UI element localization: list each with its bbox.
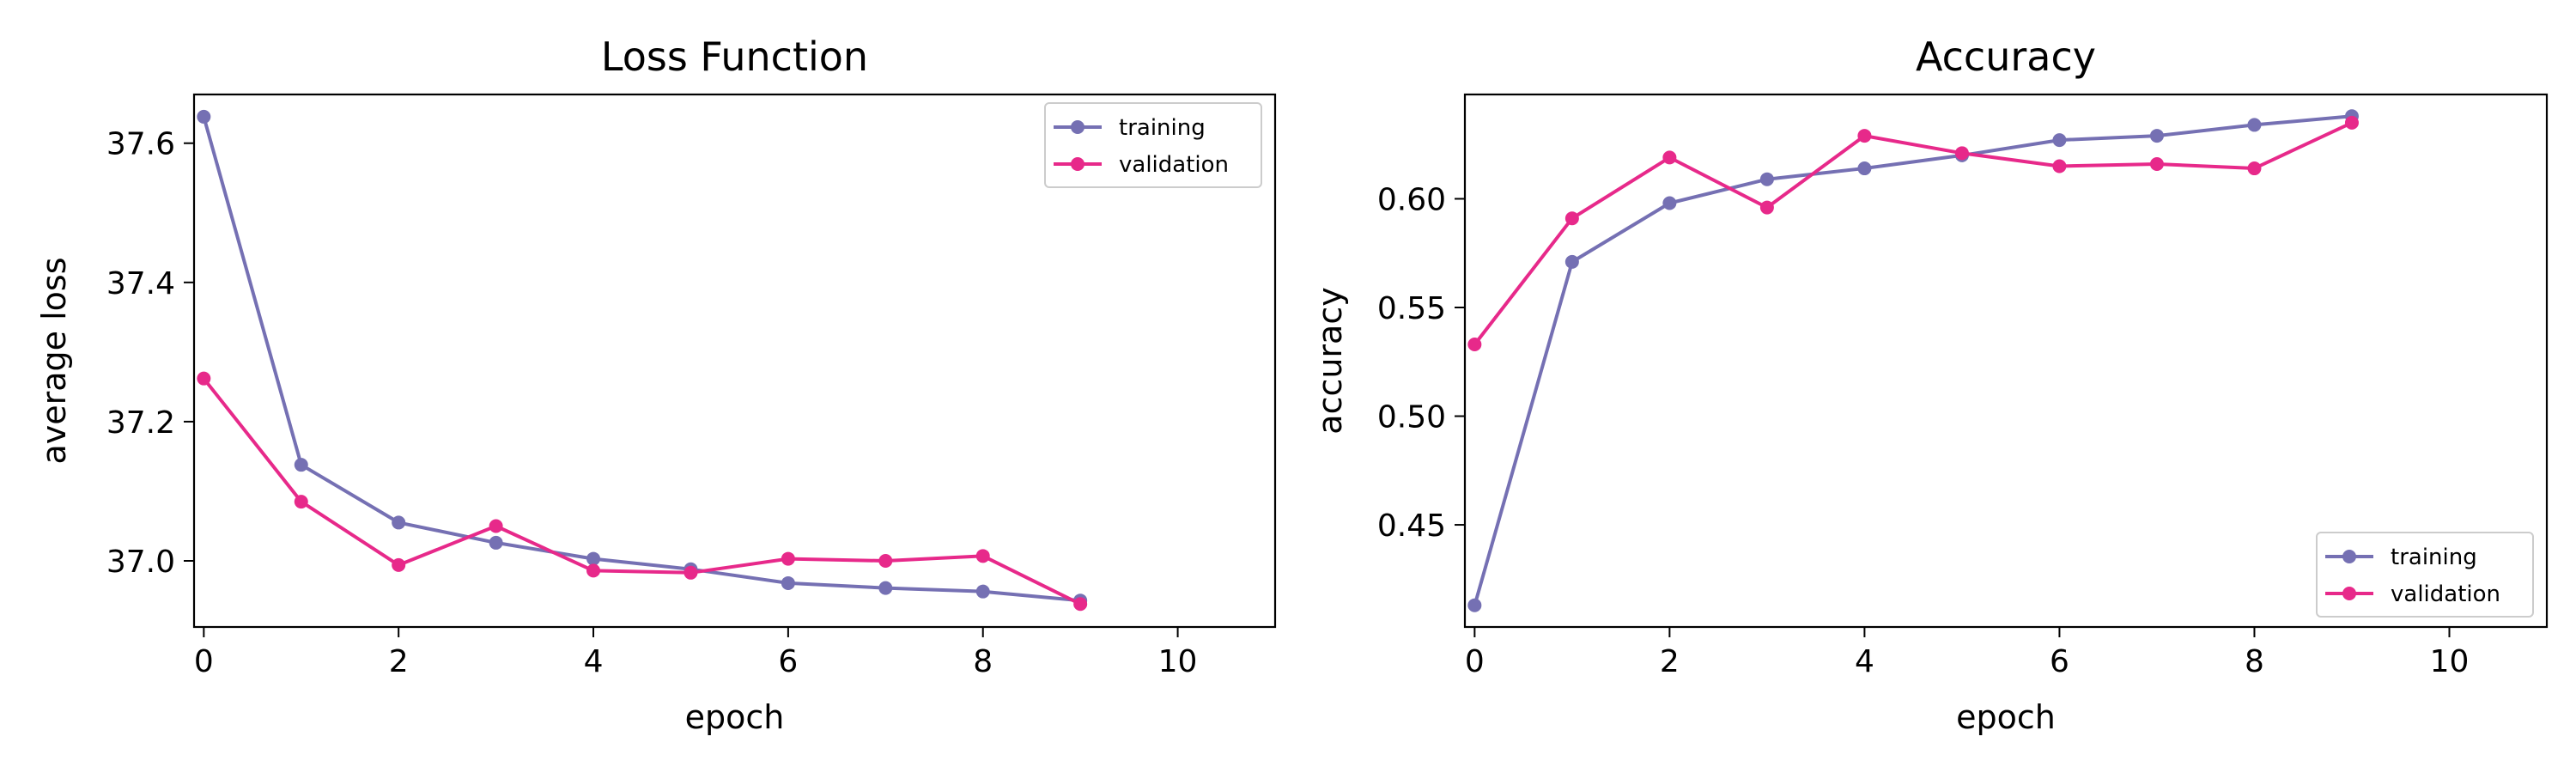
loss-validation-line bbox=[202, 377, 1082, 606]
loss-legend-validation-label: validation bbox=[1119, 152, 1229, 178]
accuracy-validation-point bbox=[1759, 200, 1774, 215]
loss-x-tick-label: 8 bbox=[973, 644, 993, 679]
loss-training-point bbox=[975, 584, 990, 599]
accuracy-training-point bbox=[1467, 598, 1482, 612]
accuracy-validation-line bbox=[1473, 121, 2353, 346]
loss-legend-box bbox=[1044, 102, 1262, 188]
accuracy-validation-point bbox=[2344, 115, 2359, 130]
accuracy-training-point bbox=[1564, 254, 1579, 269]
accuracy-legend-box bbox=[2316, 532, 2534, 618]
loss-x-tick-label: 4 bbox=[584, 644, 604, 679]
accuracy-x-tick-label: 4 bbox=[1855, 644, 1874, 679]
accuracy-plot-frame bbox=[1463, 93, 2549, 629]
accuracy-x-tick-label: 6 bbox=[2050, 644, 2069, 679]
accuracy-training-point bbox=[1662, 196, 1677, 210]
loss-y-tick-label: 37.4 bbox=[106, 266, 175, 301]
loss-chart: Loss Function 0 2 4 6 8 10 37.0 37.2 37.4 37.6 ep… bbox=[35, 33, 1277, 736]
loss-y-tick-label: 37.6 bbox=[106, 127, 175, 162]
loss-validation-point bbox=[294, 495, 308, 509]
loss-ticks: 0 2 4 6 8 10 37.0 37.2 37.4 37.6 bbox=[106, 127, 1198, 679]
accuracy-training-point bbox=[2149, 129, 2164, 143]
accuracy-x-tick-label: 8 bbox=[2245, 644, 2264, 679]
loss-series bbox=[197, 109, 1088, 612]
loss-validation-point bbox=[975, 549, 990, 563]
accuracy-y-tick-label: 0.60 bbox=[1377, 182, 1446, 217]
accuracy-chart: Accuracy 0 2 4 6 8 10 0.45 0.50 0.55 0.60 epoch a… bbox=[1311, 33, 2549, 736]
accuracy-y-tick-label: 0.55 bbox=[1377, 291, 1446, 326]
loss-training-point bbox=[781, 575, 795, 590]
loss-plot-frame bbox=[192, 93, 1277, 629]
loss-x-tick-label: 0 bbox=[194, 644, 214, 679]
loss-y-tick-label: 37.0 bbox=[106, 545, 175, 580]
loss-validation-point bbox=[683, 565, 698, 580]
accuracy-training-point bbox=[2247, 118, 2262, 132]
loss-training-point bbox=[586, 551, 601, 566]
loss-validation-point bbox=[586, 563, 601, 578]
accuracy-training-point bbox=[2052, 133, 2067, 148]
loss-legend: training validation bbox=[1044, 102, 1262, 188]
accuracy-x-tick-label: 2 bbox=[1660, 644, 1680, 679]
accuracy-legend-validation-label: validation bbox=[2391, 581, 2500, 607]
accuracy-x-tick-label: 10 bbox=[2430, 644, 2470, 679]
accuracy-y-tick-label: 0.50 bbox=[1377, 400, 1446, 435]
accuracy-chart-title: Accuracy bbox=[1916, 33, 2096, 80]
accuracy-validation-point bbox=[1564, 211, 1579, 226]
accuracy-y-tick-label: 0.45 bbox=[1377, 508, 1446, 544]
loss-training-point bbox=[392, 515, 406, 530]
loss-training-point bbox=[197, 109, 211, 124]
accuracy-legend: training validation bbox=[2316, 532, 2534, 618]
accuracy-x-axis-label: epoch bbox=[1956, 698, 2056, 736]
loss-validation-point bbox=[1073, 597, 1088, 612]
accuracy-training-point bbox=[1857, 161, 1872, 176]
loss-legend-training-label: training bbox=[1119, 115, 1206, 141]
accuracy-x-tick-label: 0 bbox=[1465, 644, 1485, 679]
loss-validation-point bbox=[197, 371, 211, 386]
accuracy-training-point bbox=[1759, 172, 1774, 186]
loss-validation-point bbox=[489, 519, 503, 533]
accuracy-legend-training-label: training bbox=[2391, 545, 2477, 570]
loss-training-point bbox=[294, 458, 308, 472]
loss-training-line bbox=[202, 116, 1081, 603]
accuracy-validation-point bbox=[1467, 338, 1482, 352]
accuracy-training-line bbox=[1473, 114, 2353, 606]
accuracy-ticks: 0 2 4 6 8 10 0.45 0.50 0.55 0.60 bbox=[1377, 182, 2470, 679]
loss-training-point bbox=[878, 581, 893, 595]
loss-x-axis-label: epoch bbox=[685, 698, 785, 736]
loss-y-tick-label: 37.2 bbox=[106, 405, 175, 441]
loss-legend-validation-marker bbox=[1071, 157, 1084, 171]
accuracy-y-axis-label: accuracy bbox=[1311, 287, 1349, 434]
accuracy-validation-point bbox=[1954, 146, 1969, 161]
accuracy-validation-point bbox=[2247, 161, 2262, 176]
accuracy-validation-point bbox=[2149, 156, 2164, 171]
loss-chart-title: Loss Function bbox=[601, 33, 868, 80]
accuracy-series bbox=[1467, 109, 2359, 612]
loss-x-tick-label: 2 bbox=[389, 644, 409, 679]
loss-x-tick-label: 6 bbox=[778, 644, 798, 679]
accuracy-validation-point bbox=[1662, 150, 1677, 165]
loss-validation-point bbox=[878, 554, 893, 569]
accuracy-validation-point bbox=[2052, 159, 2067, 173]
loss-validation-point bbox=[392, 557, 406, 572]
accuracy-legend-validation-marker bbox=[2342, 587, 2356, 600]
loss-validation-point bbox=[781, 551, 795, 566]
accuracy-validation-point bbox=[1857, 129, 1872, 143]
loss-y-axis-label: average loss bbox=[35, 257, 73, 464]
loss-legend-training-marker bbox=[1071, 120, 1084, 134]
loss-training-point bbox=[489, 535, 503, 550]
accuracy-legend-training-marker bbox=[2342, 550, 2356, 563]
loss-x-tick-label: 10 bbox=[1158, 644, 1198, 679]
